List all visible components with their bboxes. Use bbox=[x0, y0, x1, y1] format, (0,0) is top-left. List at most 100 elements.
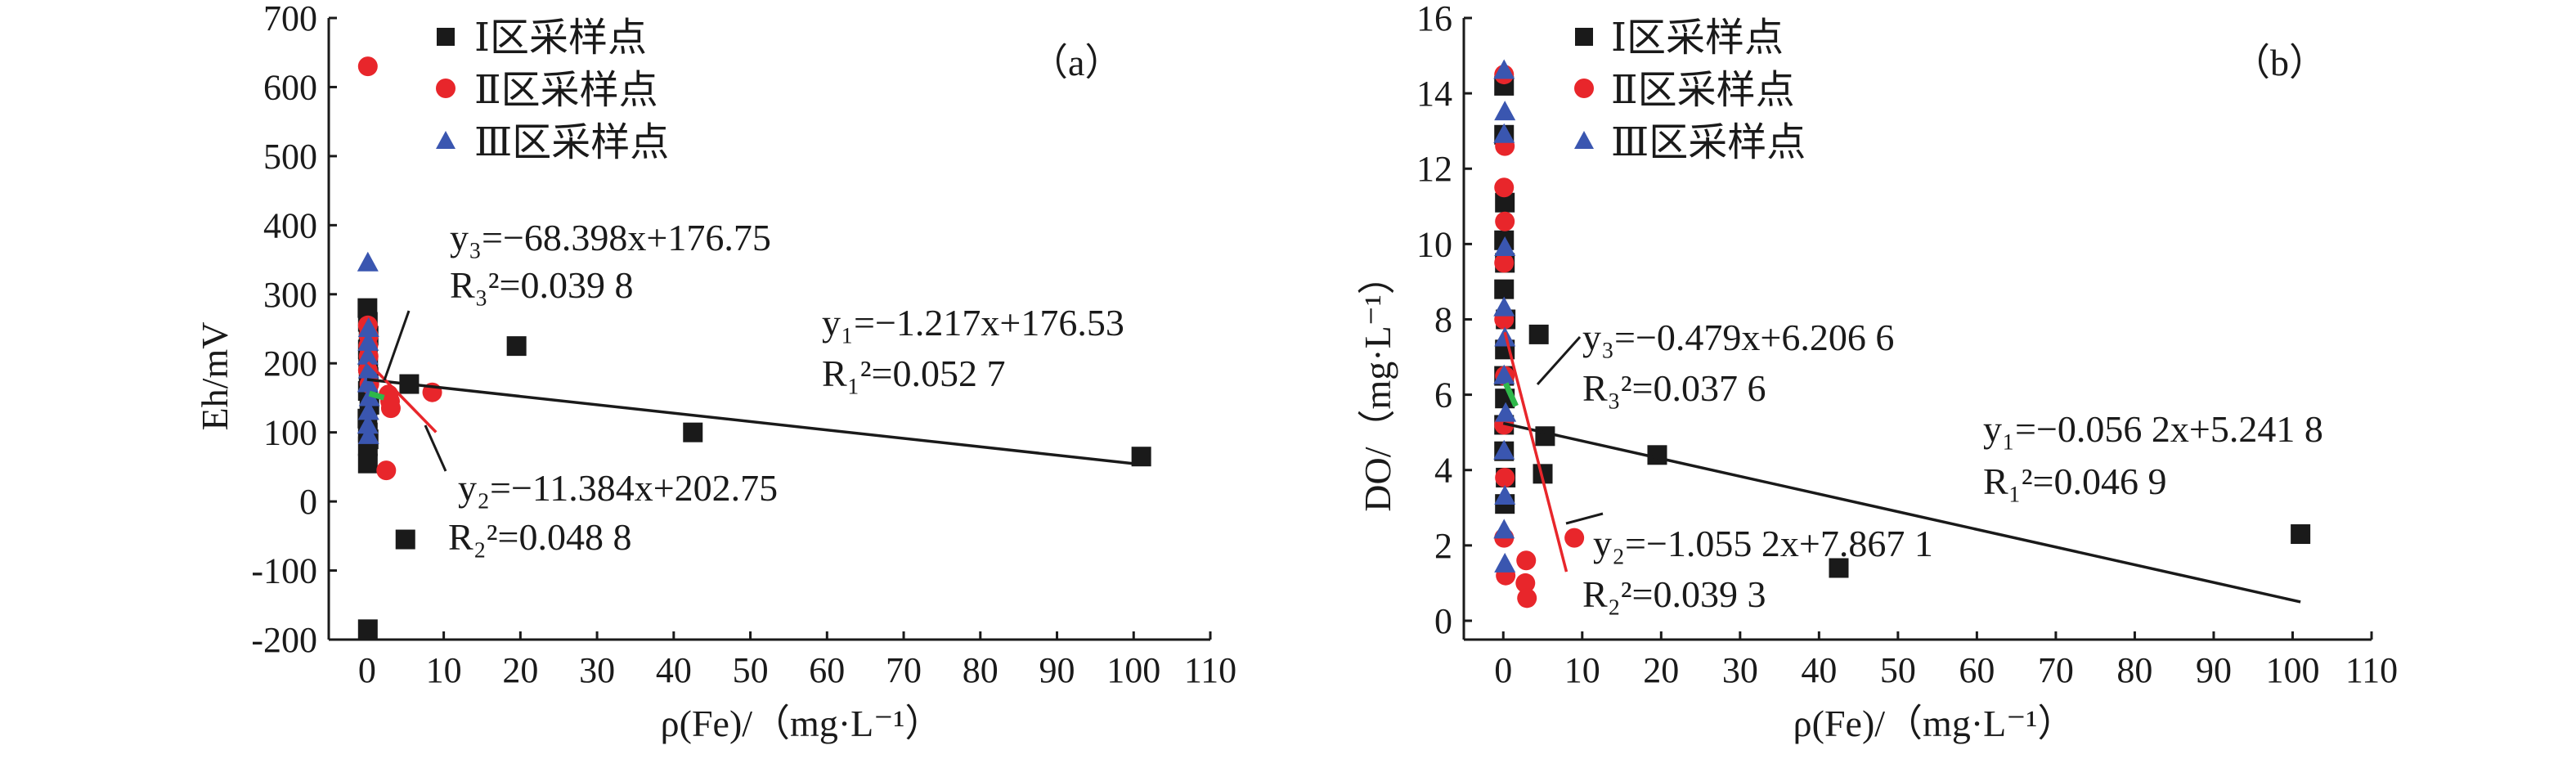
leader-line-y2-b bbox=[1565, 512, 1604, 525]
data-point-a-s3 bbox=[357, 317, 379, 337]
leader-line-y2-a bbox=[424, 424, 447, 472]
data-point-a-s3 bbox=[357, 330, 379, 351]
data-point-a-s1 bbox=[506, 336, 527, 357]
legend-a-marker-3 bbox=[436, 131, 456, 149]
data-point-a-s1 bbox=[357, 619, 378, 640]
x-tick-label-b: 30 bbox=[1722, 650, 1758, 690]
data-point-a-s3 bbox=[357, 424, 379, 444]
x-tick-label-b: 90 bbox=[2196, 650, 2232, 690]
data-point-b-s2 bbox=[1517, 588, 1537, 609]
fit-line-a-1 bbox=[366, 378, 1142, 466]
r2-y2-a: R₂²=0.048 8 bbox=[448, 516, 631, 558]
y-tick-label-a: 100 bbox=[263, 413, 317, 453]
data-point-b-s3 bbox=[1495, 402, 1517, 422]
legend-b-marker-2 bbox=[1574, 79, 1594, 98]
data-point-b-s2 bbox=[1495, 211, 1515, 231]
x-tick-label-a: 10 bbox=[426, 650, 462, 690]
plot-area-a: -200 -100 0 100 200 300 400 500 600 700 0 10 20 30 40 5… bbox=[251, 0, 1236, 690]
x-tick-label-b: 0 bbox=[1494, 650, 1512, 690]
data-point-a-s2 bbox=[380, 398, 401, 419]
data-point-a-s1 bbox=[357, 453, 378, 474]
data-point-b-s3 bbox=[1494, 236, 1516, 256]
x-tick-label-b: 110 bbox=[2345, 650, 2398, 690]
x-tick-label-a: 40 bbox=[656, 650, 692, 690]
data-point-b-s1 bbox=[1535, 426, 1555, 447]
r2-y2-b: R₂²=0.039 3 bbox=[1582, 573, 1766, 615]
data-point-b-s3 bbox=[1493, 123, 1515, 143]
legend-a: Ⅰ区采样点 Ⅱ区采样点 Ⅲ区采样点 bbox=[436, 16, 669, 164]
equation-y3-b: y₃=−0.479x+6.206 6 bbox=[1582, 317, 1894, 358]
data-point-a-s2 bbox=[376, 460, 397, 481]
equation-y1-b: y₁=−0.056 2x+5.241 8 bbox=[1983, 408, 2323, 450]
fit-line-b-2 bbox=[1503, 331, 1568, 573]
data-point-b-s1 bbox=[2291, 524, 2311, 545]
plot-area-b: 0 2 4 6 8 10 12 14 16 0 10 20 30 40 50 60 70 80 90 100 110 bbox=[1416, 0, 2398, 690]
data-point-b-s2 bbox=[1516, 550, 1537, 571]
equation-y1-a: y₁=−1.217x+176.53 bbox=[822, 302, 1124, 344]
y-tick-label-a: -200 bbox=[251, 620, 317, 660]
fit-line-b-1 bbox=[1502, 421, 2301, 604]
y-tick-label-b: 14 bbox=[1416, 74, 1452, 114]
legend-a-label-1: Ⅰ区采样点 bbox=[474, 16, 647, 60]
x-tick-label-a: 20 bbox=[502, 650, 538, 690]
x-tick-label-a: 90 bbox=[1039, 650, 1075, 690]
data-point-b-s1 bbox=[1494, 279, 1515, 299]
x-tick-label-a: 70 bbox=[886, 650, 922, 690]
equation-y2-b: y₂=−1.055 2x+7.867 1 bbox=[1593, 523, 1933, 564]
x-tick-label-b: 40 bbox=[1801, 650, 1837, 690]
x-tick-label-a: 50 bbox=[733, 650, 769, 690]
data-point-b-s3 bbox=[1493, 296, 1515, 317]
y-tick-label-a: 500 bbox=[263, 137, 317, 177]
fit-line-a-3 bbox=[368, 390, 385, 401]
y-tick-label-b: 10 bbox=[1416, 224, 1452, 264]
data-point-b-s2 bbox=[1494, 177, 1515, 198]
data-point-b-s2 bbox=[1515, 573, 1536, 593]
chart-panel-a: -200 -100 0 100 200 300 400 500 600 700 0 10 20 30 40 5… bbox=[194, 0, 1236, 744]
leader-line-y3-b bbox=[1536, 335, 1582, 386]
x-axis-label-b: ρ(Fe)/（mg·L⁻¹） bbox=[1793, 703, 2076, 744]
data-point-a-s3 bbox=[357, 400, 379, 420]
equation-y2-a: y₂=−11.384x+202.75 bbox=[458, 467, 778, 509]
x-tick-label-a: 80 bbox=[963, 650, 999, 690]
data-point-b-s2 bbox=[1494, 253, 1515, 273]
y-tick-label-a: 200 bbox=[263, 344, 317, 384]
x-tick-label-b: 20 bbox=[1643, 650, 1679, 690]
fit-line-a-2 bbox=[366, 361, 438, 433]
panel-label-a: （a） bbox=[1030, 42, 1122, 83]
data-point-a-s1 bbox=[683, 422, 703, 442]
data-point-b-s3 bbox=[1493, 519, 1515, 539]
y-tick-label-b: 6 bbox=[1434, 375, 1452, 415]
y-tick-label-a: 700 bbox=[263, 0, 317, 38]
y-tick-label-b: 2 bbox=[1434, 526, 1452, 566]
leader-line-y3-a bbox=[383, 310, 411, 381]
data-point-a-s3 bbox=[357, 414, 379, 434]
x-tick-label-b: 50 bbox=[1880, 650, 1916, 690]
y-tick-label-b: 12 bbox=[1416, 149, 1452, 189]
r2-y3-b: R₃²=0.037 6 bbox=[1582, 367, 1766, 409]
legend-b-label-3: Ⅲ区采样点 bbox=[1611, 121, 1806, 164]
data-point-b-s3 bbox=[1494, 101, 1516, 121]
data-point-a-s3 bbox=[357, 358, 379, 379]
x-axis-label-a: ρ(Fe)/（mg·L⁻¹） bbox=[661, 703, 943, 744]
x-tick-label-a: 30 bbox=[579, 650, 615, 690]
equation-y3-a: y₃=−68.398x+176.75 bbox=[450, 217, 771, 258]
x-tick-label-a: 0 bbox=[358, 650, 376, 690]
data-point-b-s3 bbox=[1494, 484, 1516, 505]
y-axis-label-b: DO/（mg·L⁻¹） bbox=[1357, 257, 1398, 512]
legend-a-label-2: Ⅱ区采样点 bbox=[474, 69, 658, 112]
legend-b-marker-1 bbox=[1575, 28, 1593, 46]
data-point-a-s1 bbox=[395, 529, 415, 550]
x-tick-label-a: 100 bbox=[1106, 650, 1160, 690]
r2-y1-a: R₁²=0.052 7 bbox=[822, 353, 1005, 394]
data-point-b-s3 bbox=[1493, 364, 1515, 384]
chart-panel-b: 0 2 4 6 8 10 12 14 16 0 10 20 30 40 50 60 70 80 90 100 110 D… bbox=[1357, 0, 2398, 744]
legend-b-marker-3 bbox=[1574, 131, 1594, 149]
x-tick-label-b: 70 bbox=[2038, 650, 2074, 690]
y-tick-label-a: 600 bbox=[263, 67, 317, 107]
legend-b: Ⅰ区采样点 Ⅱ区采样点 Ⅲ区采样点 bbox=[1574, 16, 1806, 164]
y-tick-label-a: 400 bbox=[263, 205, 317, 245]
x-tick-label-a: 60 bbox=[809, 650, 845, 690]
data-point-b-s1 bbox=[1495, 192, 1515, 213]
x-tick-label-b: 100 bbox=[2265, 650, 2319, 690]
